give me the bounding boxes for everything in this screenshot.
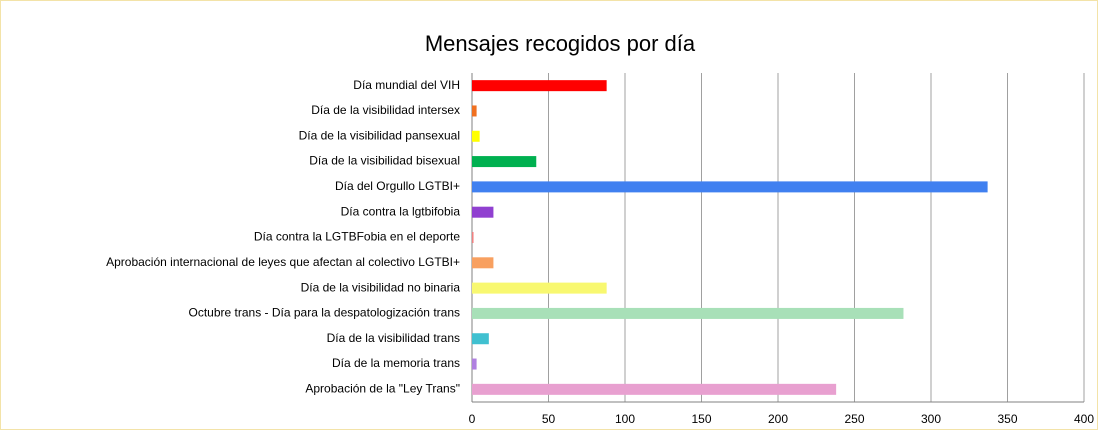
bar — [472, 80, 607, 92]
y-tick-label: Octubre trans - Día para la despatologiz… — [189, 306, 460, 320]
y-tick-label: Día de la memoria trans — [332, 356, 460, 370]
y-tick-label: Aprobación internacional de leyes que af… — [106, 255, 460, 269]
y-tick-label: Día de la visibilidad intersex — [311, 103, 460, 117]
bar — [472, 358, 477, 370]
chart-title: Mensajes recogidos por día — [425, 31, 696, 56]
bar — [472, 181, 988, 193]
y-tick-label: Día contra la lgtbifobia — [341, 204, 461, 218]
x-tick-label: 50 — [542, 412, 556, 426]
bar — [472, 156, 537, 168]
x-tick-label: 350 — [997, 412, 1017, 426]
bar — [472, 383, 837, 395]
bar — [472, 307, 904, 319]
y-tick-label: Día mundial del VIH — [353, 78, 460, 92]
y-tick-label: Día de la visibilidad no binaria — [301, 280, 461, 294]
bar — [472, 257, 494, 269]
x-tick-label: 400 — [1074, 412, 1094, 426]
x-tick-label: 300 — [921, 412, 941, 426]
bar — [472, 282, 607, 294]
bar — [472, 232, 474, 243]
x-tick-label: 250 — [844, 412, 864, 426]
x-tick-label: 200 — [768, 412, 788, 426]
y-tick-label: Día de la visibilidad trans — [327, 331, 460, 345]
y-tick-label: Aprobación de la "Ley Trans" — [305, 382, 460, 396]
x-tick-label: 100 — [615, 412, 635, 426]
y-tick-label: Día contra la LGTBFobia en el deporte — [254, 230, 460, 244]
y-tick-label: Día de la visibilidad bisexual — [309, 154, 460, 168]
bar — [472, 130, 480, 142]
bar — [472, 206, 494, 218]
y-tick-label: Día del Orgullo LGTBI+ — [335, 179, 460, 193]
bar — [472, 105, 477, 117]
y-tick-label: Día de la visibilidad pansexual — [299, 128, 460, 142]
x-tick-label: 150 — [691, 412, 711, 426]
x-tick-label: 0 — [469, 412, 476, 426]
bar — [472, 333, 489, 345]
